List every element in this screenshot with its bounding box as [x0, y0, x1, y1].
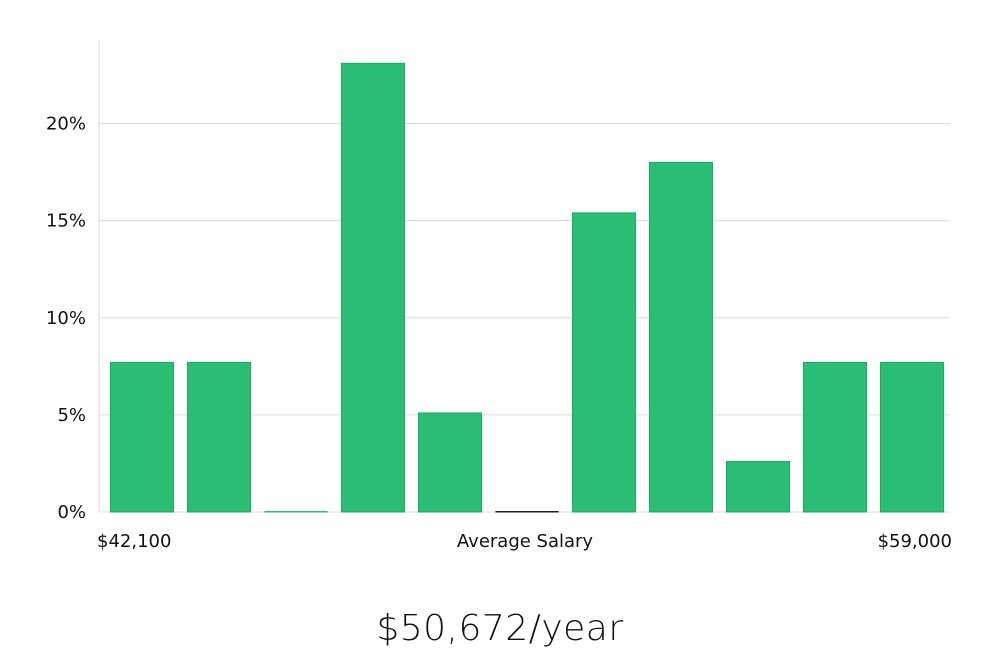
bar: [648, 161, 714, 513]
y-tick-label: 15%: [46, 211, 86, 232]
x-max-label: $59,000: [878, 531, 952, 552]
y-tick-label: 5%: [57, 405, 86, 426]
bar: [571, 212, 637, 513]
bar: [879, 361, 945, 513]
bar: [340, 62, 406, 513]
y-tick-label: 10%: [46, 308, 86, 329]
bars: [109, 62, 945, 513]
y-axis-ticks: 0% 5% 10% 15% 20%: [46, 114, 86, 523]
y-tick-label: 20%: [46, 114, 86, 135]
x-min-label: $42,100: [97, 531, 171, 552]
bar: [186, 361, 252, 513]
bar: [495, 511, 559, 513]
bar: [802, 361, 868, 513]
bar: [725, 460, 791, 513]
salary-histogram: 0% 5% 10% 15% 20% $42,100 Average Salary $59…: [46, 40, 952, 552]
bar: [109, 361, 175, 513]
x-axis-title: Average Salary: [457, 531, 594, 552]
y-tick-label: 0%: [57, 502, 86, 523]
bar: [264, 511, 328, 513]
bar: [417, 412, 483, 513]
average-salary-summary: $50,672/year: [376, 608, 624, 649]
